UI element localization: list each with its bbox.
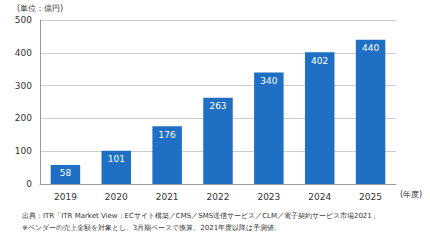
svg-text:402: 402 [311, 56, 328, 66]
svg-text:400: 400 [15, 48, 32, 58]
svg-text:※ベンダーの売上金額を対象とし、3月期ベースで換算。2021: ※ベンダーの売上金額を対象とし、3月期ベースで換算。2021年度以降は予測値。 [22, 224, 281, 232]
svg-text:58: 58 [60, 168, 72, 178]
svg-text:2020: 2020 [105, 192, 128, 202]
svg-text:出典：ITR「ITR Market View：ECサイト構築: 出典：ITR「ITR Market View：ECサイト構築／CMS／SMS送信… [22, 212, 379, 220]
svg-text:440: 440 [362, 43, 379, 53]
svg-text:(単位：億円): (単位：億円) [17, 4, 63, 13]
svg-text:101: 101 [108, 154, 125, 164]
svg-text:2025: 2025 [359, 192, 382, 202]
svg-text:340: 340 [260, 76, 277, 86]
svg-text:(年度): (年度) [400, 190, 422, 199]
svg-text:100: 100 [15, 146, 32, 156]
svg-text:2024: 2024 [308, 192, 331, 202]
svg-text:200: 200 [15, 113, 32, 123]
svg-text:2019: 2019 [54, 192, 77, 202]
svg-text:263: 263 [209, 101, 226, 111]
svg-text:500: 500 [15, 15, 32, 25]
svg-text:300: 300 [15, 81, 32, 91]
svg-text:176: 176 [159, 130, 176, 140]
svg-text:2023: 2023 [257, 192, 280, 202]
svg-text:2022: 2022 [207, 192, 230, 202]
svg-text:2021: 2021 [156, 192, 179, 202]
svg-text:0: 0 [26, 179, 32, 189]
